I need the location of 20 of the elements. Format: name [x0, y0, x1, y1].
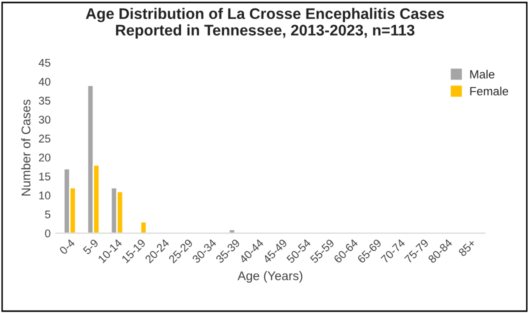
chart-title: Age Distribution of La Crosse Encephalitis Cases Reported in Tennessee, 2013-2023, n=113 [86, 8, 444, 39]
y-tick-label: 40 [38, 78, 50, 86]
y-tick-label: 15 [39, 172, 50, 180]
y-tick-label: 25 [38, 134, 50, 143]
y-axis-title: Number of Cases [21, 100, 30, 196]
y-tick-label: 10 [39, 192, 50, 200]
bar [140, 221, 148, 234]
x-tick-label: 5-9 [82, 238, 99, 255]
y-tick-label: 20 [38, 154, 50, 162]
x-axis-title: Age (Years) [238, 271, 302, 283]
y-tick-label: 30 [38, 116, 50, 124]
y-tick-label: 35 [38, 96, 50, 105]
y-tick-label: 0 [45, 229, 50, 238]
x-tick-label: 85+ [458, 238, 476, 257]
legend-label: Male [470, 70, 494, 78]
y-tick-label: 45 [38, 58, 50, 67]
y-tick-label: 5 [45, 210, 50, 218]
legend-label: Female [470, 86, 508, 96]
x-tick-label: 0-4 [58, 238, 76, 255]
bar [228, 228, 236, 234]
